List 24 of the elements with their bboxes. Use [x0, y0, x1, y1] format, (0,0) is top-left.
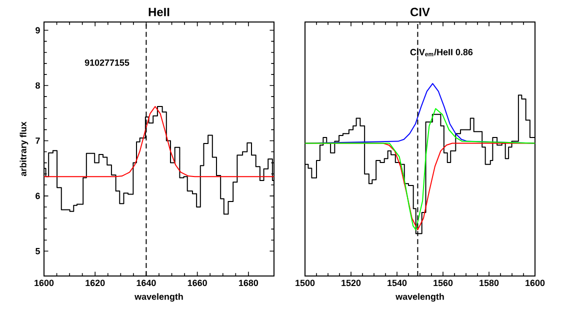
chart-title: HeII: [148, 8, 170, 16]
x-tick-label: 1560: [434, 280, 453, 286]
chart-title: CIV: [410, 8, 430, 16]
y-tick-label: 8: [36, 82, 40, 89]
x-tick-label: 1640: [136, 280, 156, 286]
x-axis-title: wavelength: [134, 293, 183, 302]
y-tick-label: 7: [36, 138, 40, 144]
y-tick-label: 9: [36, 27, 40, 34]
x-tick-label: 1580: [480, 280, 499, 286]
y-axis-title: arbitrary flux: [20, 122, 28, 176]
x-tick-label: 1600: [34, 280, 54, 286]
x-tick-label: 1600: [526, 280, 545, 286]
x-tick-label: 1540: [388, 280, 407, 286]
x-tick-label: 1500: [296, 280, 315, 286]
x-tick-label: 1520: [342, 280, 361, 286]
text: CIV$_{em}$/HeII 0.86: [410, 48, 473, 56]
y-tick-label: 6: [36, 192, 40, 200]
x-tick-label: 1680: [239, 280, 258, 286]
y-tick-label: 5: [36, 248, 40, 254]
x-tick-label: 1620: [86, 280, 105, 286]
x-axis-title: wavelength: [396, 293, 444, 302]
annotation: 910277155: [84, 59, 130, 66]
line-series: [44, 106, 274, 178]
x-tick-label: 1660: [188, 280, 207, 286]
